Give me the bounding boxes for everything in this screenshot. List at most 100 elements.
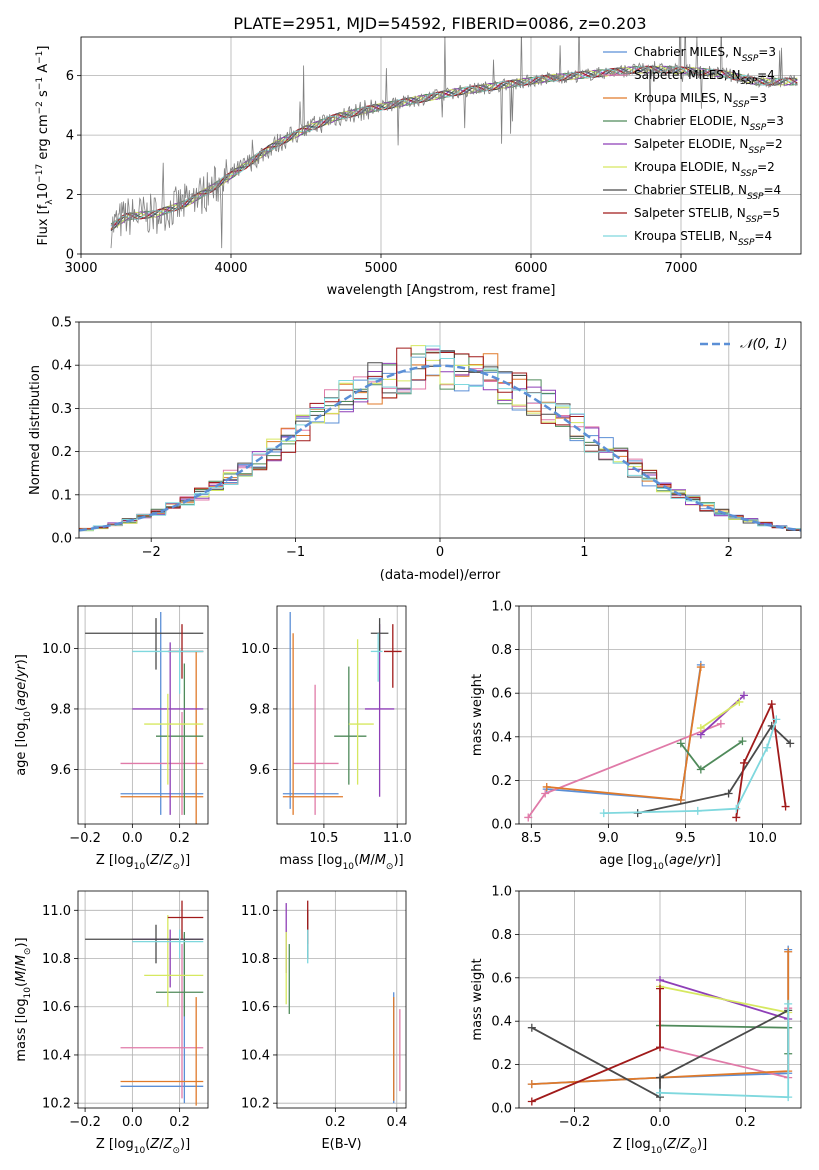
weight-series-line xyxy=(637,724,791,814)
weight-marker xyxy=(696,724,705,733)
errorbar-point xyxy=(167,900,204,940)
weight-series-line xyxy=(680,740,743,771)
errorbar-point xyxy=(282,612,339,809)
x-axis-label: mass [log10(M/M⊙)] xyxy=(279,853,403,872)
weight-series-line xyxy=(735,700,787,818)
weight-marker xyxy=(524,813,533,822)
plot-area-mass-vs-ebv xyxy=(285,900,401,1104)
weight-marker xyxy=(541,789,550,798)
y-tick-label: 9.6 xyxy=(249,763,270,778)
weight-marker xyxy=(599,809,608,818)
y-tick-label: 0.8 xyxy=(491,928,512,943)
x-tick-label: 0.4 xyxy=(386,1115,407,1130)
weight-marker xyxy=(696,663,705,672)
y-tick-label: 0.2 xyxy=(491,1058,512,1073)
y-tick-label: 10.6 xyxy=(241,1000,270,1015)
y-tick-label: 10.0 xyxy=(42,642,71,657)
y-tick-label: 9.8 xyxy=(249,702,270,717)
axes-frame xyxy=(276,605,407,825)
errorbar-point xyxy=(334,666,367,785)
errorbar-point xyxy=(282,633,343,815)
plot-area-age-vs-z xyxy=(85,612,204,824)
weight-marker xyxy=(676,796,685,805)
errorbar-point xyxy=(156,663,204,815)
errorbar-point xyxy=(85,924,204,964)
y-tick-label: 10.2 xyxy=(241,1097,270,1112)
weight-marker xyxy=(781,802,790,811)
errorbar-point xyxy=(120,612,204,815)
y-tick-label: 11.0 xyxy=(42,904,71,919)
x-axis-label: wavelength [Angstrom, rest frame] xyxy=(327,283,556,298)
weight-marker xyxy=(696,765,705,774)
x-axis-label: age [log10(age/yr)] xyxy=(599,853,721,872)
plot-area-weight-vs-age xyxy=(524,660,795,822)
observed-spectrum-line xyxy=(110,37,798,249)
weight-marker xyxy=(676,739,685,748)
legend-entry: Salpeter STELIB, NSSP=5 xyxy=(634,206,780,225)
weight-series-line xyxy=(531,1009,789,1099)
y-tick-label: 0 xyxy=(66,248,74,263)
y-tick-label: 10.4 xyxy=(42,1048,71,1063)
y-tick-label: 10.8 xyxy=(241,952,270,967)
y-tick-label: 0.0 xyxy=(51,532,72,547)
y-tick-label: 0.4 xyxy=(491,730,512,745)
y-tick-label: 0.5 xyxy=(51,316,72,331)
x-tick-label: 0.2 xyxy=(169,1115,190,1130)
legend-entry: Chabrier ELODIE, NSSP=3 xyxy=(634,114,784,133)
y-axis-label: mass [log10(M/M⊙)] xyxy=(14,937,33,1061)
weight-marker xyxy=(767,700,776,709)
x-axis-label: Z [log10(Z/Z⊙)] xyxy=(613,1137,707,1156)
panel-weight-vs-z: −0.2 0.0 0.2 0.0 0.2 0.4 0.6 0.8 1.0 Z [log10(Z/Z… xyxy=(470,885,802,1156)
y-axis-label: Normed distribution xyxy=(28,365,43,495)
weight-marker xyxy=(738,737,747,746)
y-tick-label: 10.0 xyxy=(241,642,270,657)
weight-marker xyxy=(784,999,793,1008)
errorbar-point xyxy=(293,684,339,815)
y-tick-label: 11.0 xyxy=(241,904,270,919)
weight-marker xyxy=(656,1088,664,1097)
errorbar-point xyxy=(144,693,204,785)
weight-marker xyxy=(772,715,781,724)
x-tick-label: −0.2 xyxy=(69,831,101,846)
weight-marker xyxy=(656,984,664,993)
x-tick-label: −0.2 xyxy=(559,1115,591,1130)
weight-marker xyxy=(786,739,795,748)
y-tick-label: 0.0 xyxy=(491,818,512,833)
weight-series-line xyxy=(700,701,740,729)
y-tick-label: 0.0 xyxy=(491,1102,512,1117)
x-tick-label: 0 xyxy=(436,545,444,560)
x-tick-label: 3000 xyxy=(64,261,97,276)
errorbar-point xyxy=(132,648,204,694)
panel-mass-vs-z: −0.2 0.0 0.2 10.2 10.4 10.6 10.8 11.0 Z [log10(Z… xyxy=(14,890,209,1156)
weight-marker xyxy=(732,804,741,813)
weight-series-line xyxy=(527,722,722,819)
weight-marker xyxy=(527,1097,536,1106)
grid-mass-vs-ebv xyxy=(277,891,406,1108)
axes-frame xyxy=(77,890,209,1109)
errorbar-point xyxy=(120,711,204,815)
residual-histogram xyxy=(79,345,801,532)
x-tick-label: 11.0 xyxy=(383,831,412,846)
weight-marker xyxy=(784,1093,793,1102)
errorbar-point xyxy=(370,633,383,682)
y-tick-label: 1.0 xyxy=(491,600,512,615)
grid-age-vs-z xyxy=(78,606,208,824)
panel-residuals: −2 −1 0 1 2 0.0 0.1 0.2 0.3 0.4 0.5 𝒩(0, 1) (data-mo… xyxy=(28,316,802,583)
x-tick-label: 1 xyxy=(580,545,588,560)
errorbar-point xyxy=(144,915,204,1007)
legend-entry: Kroupa MILES, NSSP=3 xyxy=(634,91,767,110)
y-tick-label: 0.2 xyxy=(491,774,512,789)
legend-entry: Kroupa ELODIE, NSSP=2 xyxy=(634,160,775,179)
errorbar-point xyxy=(364,624,395,797)
weight-series-line xyxy=(659,1024,790,1054)
residual-histogram xyxy=(79,345,801,531)
axes-frame xyxy=(77,605,209,825)
legend-entry: Salpeter ELODIE, NSSP=2 xyxy=(634,137,783,156)
panel-mass-vs-ebv: 0.2 0.4 10.2 10.4 10.6 10.8 11.0 E(B-V) xyxy=(241,890,407,1152)
y-axis-label: Flux [fλ10−17 erg cm−2 s−1 A−1] xyxy=(35,46,55,246)
weight-marker xyxy=(716,719,725,728)
weight-marker xyxy=(739,758,748,767)
weight-marker xyxy=(784,947,793,956)
x-tick-label: −0.2 xyxy=(69,1115,101,1130)
